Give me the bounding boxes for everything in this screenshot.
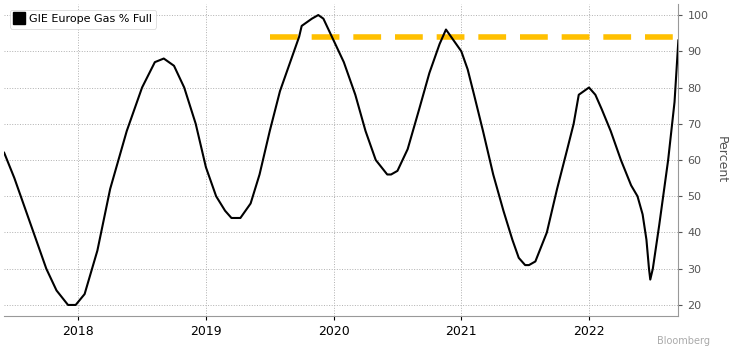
Y-axis label: Percent: Percent: [715, 136, 728, 184]
Legend: GIE Europe Gas % Full: GIE Europe Gas % Full: [10, 10, 156, 29]
Text: Bloomberg: Bloomberg: [657, 335, 710, 346]
